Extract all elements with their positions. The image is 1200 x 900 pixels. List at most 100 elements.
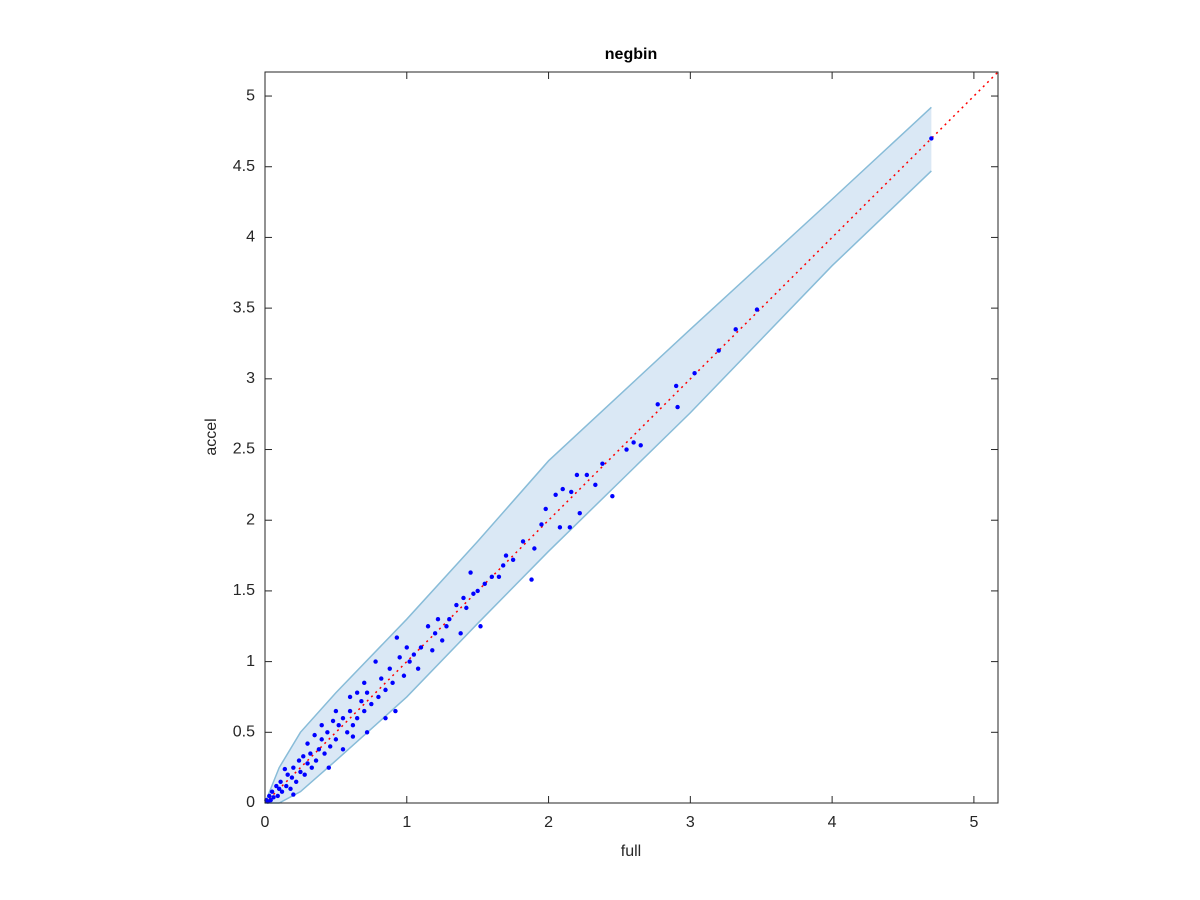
point — [482, 581, 487, 587]
point — [397, 655, 402, 660]
point — [733, 327, 738, 332]
point — [285, 772, 290, 777]
point — [276, 786, 282, 792]
point — [520, 539, 526, 544]
point — [500, 563, 506, 568]
x-axis-label: full — [621, 843, 641, 860]
point — [553, 492, 558, 497]
point — [425, 624, 431, 629]
point — [624, 447, 629, 452]
chart-title: negbin — [605, 46, 657, 63]
point — [461, 595, 466, 601]
y-tick-label: 4 — [246, 229, 255, 246]
point — [289, 775, 295, 780]
point — [454, 602, 459, 608]
point — [478, 624, 483, 629]
point — [489, 574, 495, 579]
point — [284, 783, 289, 789]
point — [692, 370, 697, 376]
point — [496, 574, 502, 579]
point — [293, 779, 299, 784]
point — [390, 680, 395, 686]
point — [275, 793, 280, 799]
point — [404, 645, 409, 650]
x-tick-label: 3 — [686, 814, 695, 831]
point — [593, 482, 598, 488]
point — [316, 747, 322, 752]
point — [638, 443, 643, 448]
point — [278, 779, 283, 784]
point — [298, 769, 303, 775]
point — [376, 694, 381, 700]
point — [279, 789, 285, 794]
point — [577, 510, 582, 516]
reference-line — [264, 71, 999, 804]
point — [383, 687, 388, 693]
point — [305, 741, 310, 746]
point — [319, 723, 324, 728]
y-tick-label: 3 — [246, 370, 255, 387]
point — [716, 348, 721, 353]
y-tick-label: 2 — [246, 511, 255, 528]
point — [754, 307, 760, 312]
point — [274, 783, 279, 789]
point — [584, 472, 590, 478]
point — [362, 708, 367, 714]
point — [282, 766, 288, 772]
point — [291, 792, 296, 797]
point — [411, 652, 417, 657]
point — [291, 765, 296, 770]
x-tick-label: 2 — [544, 814, 553, 831]
point — [468, 570, 473, 575]
point — [458, 631, 463, 636]
band-fill — [265, 107, 932, 804]
point — [322, 751, 327, 756]
point — [305, 761, 310, 766]
point — [430, 648, 435, 653]
point — [529, 577, 534, 582]
point — [387, 666, 392, 671]
point — [574, 472, 580, 478]
point — [336, 723, 341, 728]
x-tick-label: 5 — [969, 814, 978, 831]
point — [394, 635, 400, 640]
point — [373, 659, 378, 664]
x-tick-label: 0 — [261, 814, 270, 831]
point — [302, 772, 307, 777]
point — [308, 751, 313, 756]
y-axis-label: accel — [203, 418, 220, 455]
point — [447, 616, 452, 622]
point — [435, 616, 441, 622]
y-tick-label: 2.5 — [233, 441, 255, 458]
point — [359, 698, 364, 704]
point — [539, 522, 544, 527]
x-tick-label: 4 — [828, 814, 837, 831]
point — [369, 701, 374, 707]
y-tick-label: 4.5 — [233, 158, 255, 175]
point — [350, 723, 356, 728]
point — [569, 489, 574, 495]
point — [567, 525, 573, 530]
point — [383, 715, 388, 721]
point — [267, 793, 272, 799]
point — [393, 708, 398, 714]
point — [328, 744, 333, 749]
point — [326, 765, 332, 770]
point — [325, 730, 330, 735]
band-edge — [265, 170, 932, 804]
y-tick-label: 5 — [246, 87, 255, 104]
point — [510, 557, 516, 563]
point — [471, 591, 476, 596]
point — [354, 715, 360, 721]
point — [347, 694, 353, 700]
point — [312, 732, 317, 738]
point — [407, 659, 412, 664]
point — [362, 680, 367, 686]
point — [340, 747, 346, 752]
point — [333, 737, 339, 742]
point — [432, 631, 438, 636]
point — [271, 795, 276, 800]
point — [415, 666, 421, 671]
point — [631, 440, 636, 445]
